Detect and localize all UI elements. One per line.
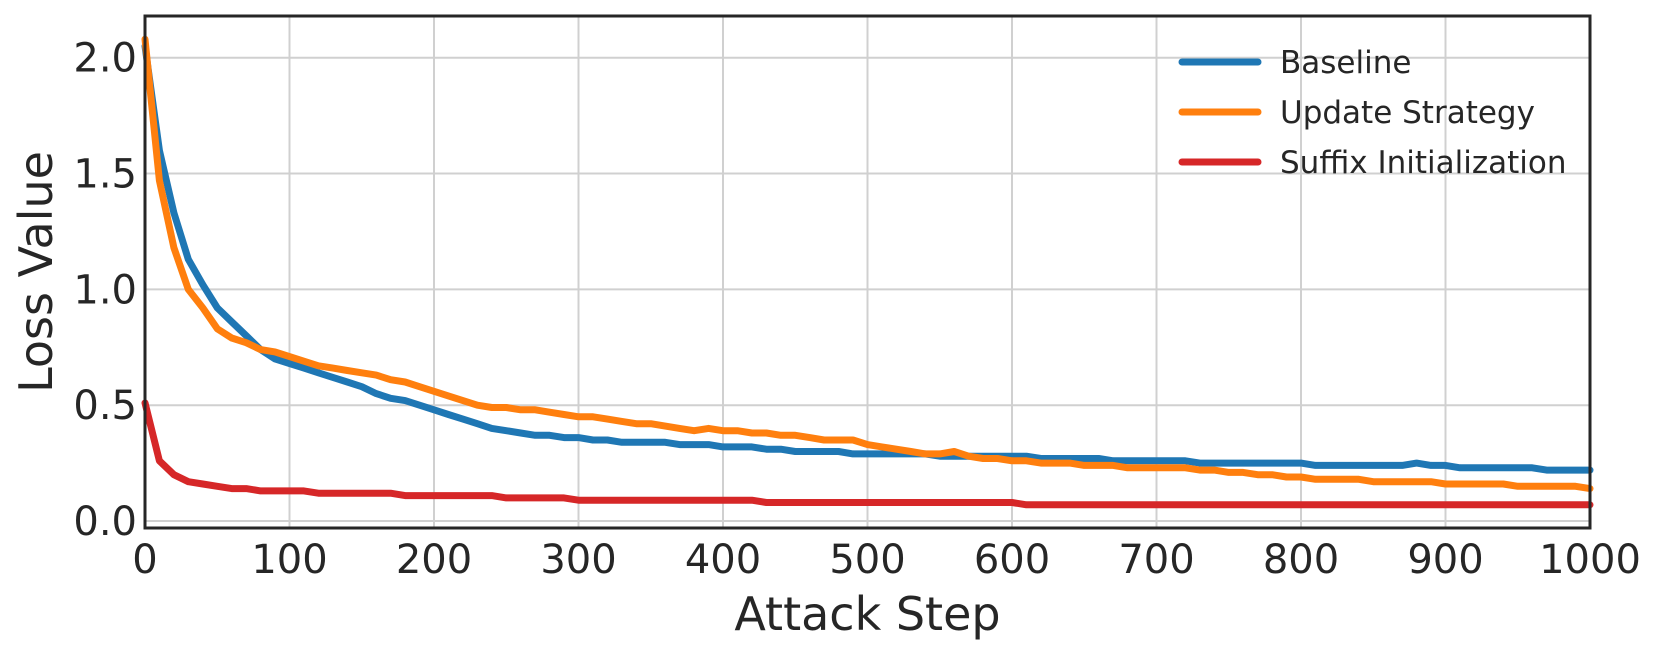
y-tick-label: 1.0 [73, 267, 137, 313]
x-tick-label: 500 [829, 537, 905, 583]
y-tick-label: 1.5 [73, 152, 137, 198]
y-tick-label: 0.5 [73, 383, 137, 429]
legend-label: Baseline [1280, 45, 1411, 81]
legend-label: Update Strategy [1280, 95, 1535, 131]
x-tick-label: 900 [1407, 537, 1483, 583]
x-tick-label: 400 [685, 537, 761, 583]
y-axis-label: Loss Value [9, 151, 63, 393]
x-axis-label: Attack Step [734, 587, 1000, 641]
y-tick-labels: 0.0 0.5 1.0 1.5 2.0 [73, 36, 137, 545]
legend-label: Suffix Initialization [1280, 145, 1567, 181]
x-tick-label: 800 [1263, 537, 1339, 583]
legend: Baseline Update Strategy Suffix Initializa… [1182, 45, 1567, 181]
x-tick-label: 1000 [1539, 537, 1641, 583]
y-tick-label: 2.0 [73, 36, 137, 82]
x-tick-labels: 0 100 200 300 400 500 600 700 800 900 1000 [132, 537, 1641, 583]
y-tick-label: 0.0 [73, 499, 137, 545]
x-tick-label: 200 [396, 537, 472, 583]
x-tick-label: 700 [1118, 537, 1194, 583]
x-tick-label: 600 [974, 537, 1050, 583]
x-tick-label: 100 [251, 537, 327, 583]
x-tick-label: 300 [540, 537, 616, 583]
